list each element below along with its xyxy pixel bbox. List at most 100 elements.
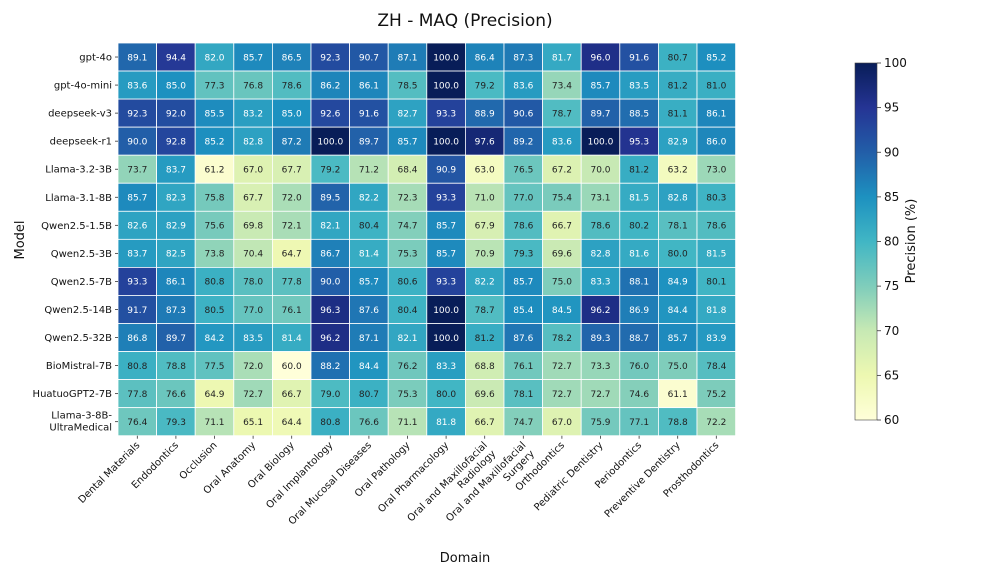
heatmap-cell	[387, 42, 428, 72]
cell-value-label: 77.8	[282, 278, 302, 288]
heatmap-cell	[542, 351, 582, 380]
cell-value-label: 81.2	[629, 166, 649, 176]
heatmap-cell	[310, 407, 350, 437]
cell-value-label: 75.3	[397, 390, 417, 400]
cell-value-label: 64.9	[204, 390, 224, 400]
heatmap-cell	[503, 210, 543, 240]
heatmap-cell	[349, 210, 389, 240]
heatmap-cell	[387, 98, 428, 128]
cell-value-label: 85.7	[359, 278, 379, 288]
cell-value-label: 82.1	[397, 334, 417, 344]
heatmap-cell	[696, 323, 736, 352]
cell-value-label: 90.7	[359, 53, 379, 63]
heatmap-cell	[156, 323, 196, 352]
cell-value-label: 100.0	[588, 137, 614, 147]
heatmap-cell	[117, 126, 157, 156]
heatmap-cell	[194, 238, 235, 268]
cell-value-label: 82.5	[166, 250, 186, 260]
cell-value-label: 90.0	[127, 137, 147, 147]
cell-value-label: 86.5	[282, 53, 302, 63]
heatmap-cell	[580, 295, 621, 324]
cell-value-label: 93.3	[436, 109, 456, 119]
cell-value-label: 89.1	[127, 53, 147, 63]
cell-value-label: 76.6	[166, 390, 186, 400]
heatmap-cell	[658, 351, 698, 380]
cell-value-label: 70.9	[475, 250, 495, 260]
colorbar-tick-label: 75	[884, 279, 899, 293]
cell-value-label: 79.3	[513, 250, 533, 260]
heatmap-cell	[156, 182, 196, 212]
cell-value-label: 78.1	[513, 390, 533, 400]
heatmap-cell	[464, 42, 505, 72]
row-labels: gpt-4o gpt-4o-mini deepseek-v3 deepseek-r1 L…	[33, 53, 118, 434]
heatmap-cell	[233, 238, 273, 268]
cell-value-label: 64.7	[282, 250, 302, 260]
cell-value-label: 88.5	[629, 109, 649, 119]
heatmap-cell	[658, 98, 698, 128]
cell-value-label: 82.9	[668, 137, 688, 147]
heatmap-cell	[696, 154, 736, 184]
heatmap-cell	[503, 238, 543, 268]
cell-value-label: 81.4	[282, 334, 302, 344]
cell-value-label: 89.7	[166, 334, 186, 344]
cell-value-label: 81.2	[668, 81, 688, 91]
cell-value-label: 96.2	[320, 334, 340, 344]
heatmap-cell	[696, 126, 736, 156]
heatmap-cell	[156, 379, 196, 409]
heatmap-cell	[310, 154, 350, 184]
cell-value-label: 78.1	[668, 222, 688, 232]
heatmap-cell	[349, 379, 389, 409]
cell-value-label: 87.6	[513, 334, 533, 344]
heatmap-cell	[580, 126, 621, 156]
cell-value-label: 76.6	[359, 418, 379, 428]
cell-value-label: 85.2	[204, 137, 224, 147]
cell-value-label: 78.6	[590, 222, 610, 232]
heatmap-cell	[156, 126, 196, 156]
column-label: Occlusion	[178, 440, 220, 482]
heatmap-cell	[696, 98, 736, 128]
row-label: Qwen2.5-7B	[51, 277, 112, 288]
cell-value-label: 89.5	[320, 194, 340, 204]
cell-value-label: 75.0	[668, 362, 688, 372]
row-label: gpt-4o	[79, 53, 112, 64]
cell-value-label: 87.1	[397, 53, 417, 63]
cell-value-label: 97.6	[475, 137, 495, 147]
heatmap-cell	[194, 379, 235, 409]
cell-value-label: 69.8	[243, 222, 263, 232]
heatmap-cell	[194, 210, 235, 240]
colorbar-label: Precision (%)	[904, 199, 919, 284]
heatmap-cell	[156, 351, 196, 380]
row-label: deepseek-r1	[50, 137, 112, 148]
heatmap-cell	[696, 266, 736, 296]
cell-value-label: 66.7	[475, 418, 495, 428]
cell-value-label: 72.7	[590, 390, 610, 400]
cell-value-label: 87.6	[359, 306, 379, 316]
cell-value-label: 80.8	[127, 362, 147, 372]
cell-value-label: 82.9	[166, 222, 186, 232]
cell-value-label: 67.7	[243, 194, 263, 204]
cell-value-label: 87.3	[166, 306, 186, 316]
cell-value-label: 68.4	[397, 166, 417, 176]
cell-value-label: 87.1	[359, 334, 379, 344]
cell-value-label: 83.6	[127, 81, 147, 91]
cell-value-label: 72.0	[282, 194, 302, 204]
colorbar-tick-label: 60	[884, 413, 899, 427]
cell-value-label: 83.3	[590, 278, 610, 288]
cell-value-label: 80.1	[706, 278, 726, 288]
cell-value-label: 80.8	[320, 418, 340, 428]
heatmap-cell	[310, 351, 350, 380]
cell-value-label: 82.3	[166, 194, 186, 204]
cell-value-label: 92.3	[320, 53, 340, 63]
heatmap-cell	[619, 238, 659, 268]
cell-value-label: 83.6	[513, 81, 533, 91]
cell-value-label: 93.3	[436, 278, 456, 288]
cell-value-label: 78.5	[397, 81, 417, 91]
cell-value-label: 85.7	[436, 250, 456, 260]
cell-value-label: 83.7	[127, 250, 147, 260]
cell-value-label: 92.3	[127, 109, 147, 119]
heatmap-cell	[194, 182, 235, 212]
heatmap-cell	[580, 98, 621, 128]
heatmap-cell	[464, 266, 505, 296]
heatmap-cell	[194, 266, 235, 296]
heatmap-cell	[542, 42, 582, 72]
